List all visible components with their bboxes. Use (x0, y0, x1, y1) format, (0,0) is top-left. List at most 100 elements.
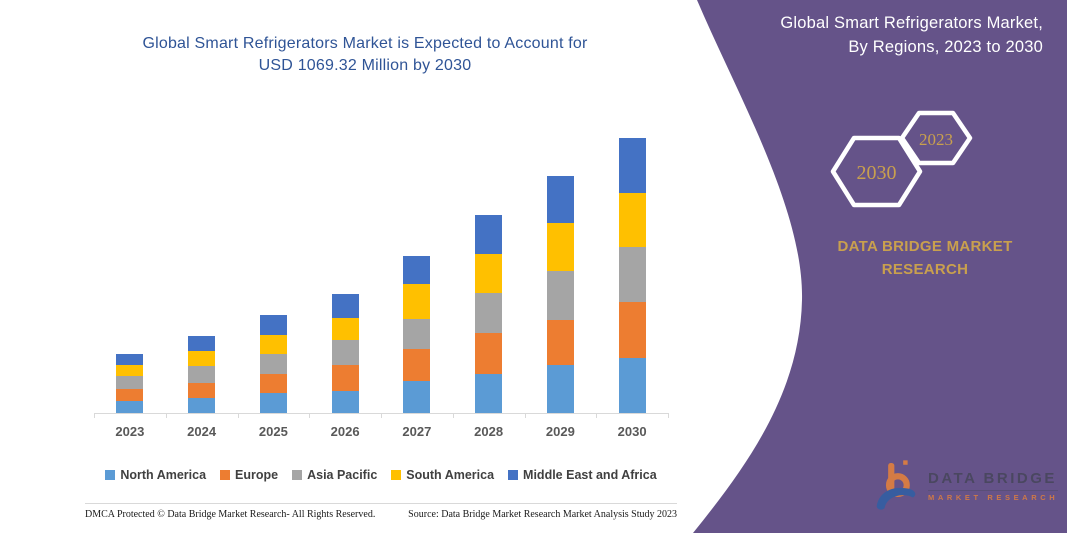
segment-asia-pacific-2023 (116, 376, 144, 390)
segment-asia-pacific-2025 (259, 353, 287, 375)
segment-south-america-2027 (403, 283, 431, 320)
x-axis-tick (524, 413, 526, 418)
x-axis-label-2028: 2028 (474, 424, 504, 439)
footer-source-text: Source: Data Bridge Market Research Mark… (408, 509, 677, 520)
x-axis-tick (94, 413, 95, 418)
bar-chart (94, 137, 668, 413)
segment-north-america-2026 (331, 391, 359, 413)
legend-item-south-america: South America (391, 468, 494, 482)
segment-europe-2024 (188, 382, 216, 398)
legend-label-europe: Europe (235, 468, 279, 482)
segment-south-america-2030 (618, 193, 646, 248)
segment-middle-east-and-africa-2028 (475, 215, 503, 255)
footer-dmca-text: DMCA Protected © Data Bridge Market Rese… (85, 509, 376, 520)
segment-europe-2028 (475, 333, 503, 375)
legend-swatch-europe (220, 470, 231, 480)
bar-slot-2024 (166, 137, 238, 413)
segment-asia-pacific-2028 (475, 293, 503, 334)
hexagon-year-badges: 2030 2023 (830, 110, 973, 208)
stacked-bar-2027 (403, 256, 431, 413)
stacked-bar-2024 (188, 336, 216, 413)
x-axis-label-2030: 2030 (617, 424, 647, 439)
bar-slot-2026 (309, 137, 381, 413)
dbmr-logo-icon (876, 460, 916, 510)
legend-label-south-america: South America (406, 468, 495, 482)
legend-label-middle-east-and-africa: Middle East and Africa (523, 468, 657, 482)
segment-south-america-2025 (259, 334, 287, 354)
x-axis-tick (237, 413, 239, 418)
x-axis-tick (309, 413, 311, 418)
segment-middle-east-and-africa-2024 (188, 336, 216, 352)
segment-europe-2026 (331, 364, 359, 392)
segment-south-america-2023 (116, 364, 144, 377)
segment-asia-pacific-2029 (546, 271, 574, 320)
chart-title-line2: USD 1069.32 Million by 2030 (258, 57, 472, 74)
stacked-bar-2023 (116, 354, 144, 413)
stacked-bar-2026 (331, 294, 359, 413)
x-axis-label-2026: 2026 (330, 424, 360, 439)
bar-slot-2029 (525, 137, 597, 413)
segment-north-america-2028 (475, 374, 503, 413)
segment-europe-2029 (546, 319, 574, 366)
bar-slot-2023 (94, 137, 166, 413)
segment-europe-2030 (618, 302, 646, 358)
segment-middle-east-and-africa-2027 (403, 256, 431, 284)
purple-panel-shape (693, 0, 1067, 533)
segment-europe-2025 (259, 374, 287, 394)
segment-north-america-2029 (546, 365, 574, 413)
segment-europe-2027 (403, 348, 431, 381)
x-axis-label-2025: 2025 (258, 424, 288, 439)
footer: DMCA Protected © Data Bridge Market Rese… (85, 503, 677, 520)
hexagon-2030-label: 2030 (857, 162, 897, 184)
segment-south-america-2029 (546, 223, 574, 272)
segment-middle-east-and-africa-2023 (116, 354, 144, 365)
segment-north-america-2023 (116, 401, 144, 413)
chart-legend: North America Europe Asia Pacific South Ame… (85, 468, 677, 482)
bar-slot-2030 (596, 137, 668, 413)
legend-label-asia-pacific: Asia Pacific (307, 468, 378, 482)
side-panel-heading-line2: By Regions, 2023 to 2030 (848, 38, 1043, 56)
segment-middle-east-and-africa-2026 (331, 294, 359, 319)
logo-name-text: DATA BRIDGE (928, 470, 1057, 487)
legend-item-north-america: North America (105, 468, 206, 482)
logo-subtitle-text: MARKET RESEARCH (928, 490, 1059, 502)
segment-asia-pacific-2030 (618, 247, 646, 303)
hexagon-2023-label: 2023 (919, 130, 953, 149)
segment-europe-2023 (116, 389, 144, 402)
x-axis-labels: 2023 2024 2025 2026 2027 2028 2029 2030 (94, 424, 668, 439)
x-axis-tick (596, 413, 598, 418)
segment-asia-pacific-2026 (331, 340, 359, 365)
segment-middle-east-and-africa-2030 (618, 138, 646, 194)
legend-swatch-south-america (391, 470, 402, 480)
segment-middle-east-and-africa-2025 (259, 315, 287, 335)
stacked-bar-2025 (259, 315, 287, 413)
brand-line1: DATA BRIDGE MARKET (837, 238, 1013, 255)
x-axis-tick (452, 413, 454, 418)
legend-swatch-asia-pacific (292, 470, 303, 480)
segment-north-america-2024 (188, 397, 216, 413)
segment-north-america-2025 (259, 393, 287, 413)
side-panel-brand: DATA BRIDGE MARKET RESEARCH (788, 235, 1062, 281)
bar-slot-2027 (381, 137, 453, 413)
segment-south-america-2026 (331, 318, 359, 341)
x-axis-label-2024: 2024 (187, 424, 217, 439)
segment-asia-pacific-2024 (188, 366, 216, 383)
legend-item-europe: Europe (220, 468, 278, 482)
bar-slot-2028 (453, 137, 525, 413)
x-axis-label-2023: 2023 (115, 424, 145, 439)
dbmr-logo: DATA BRIDGE MARKET RESEARCH (874, 459, 1059, 513)
legend-item-asia-pacific: Asia Pacific (292, 468, 377, 482)
segment-north-america-2027 (403, 381, 431, 413)
segment-middle-east-and-africa-2029 (546, 175, 574, 224)
legend-label-north-america: North America (120, 468, 207, 482)
legend-swatch-middle-east-and-africa (508, 470, 519, 480)
stacked-bar-2030 (618, 138, 646, 413)
segment-south-america-2024 (188, 351, 216, 367)
side-panel-heading-line1: Global Smart Refrigerators Market, (780, 14, 1043, 32)
legend-swatch-north-america (105, 470, 116, 480)
chart-title: Global Smart Refrigerators Market is Exp… (50, 33, 680, 77)
hexagon-2023 (899, 110, 973, 166)
stacked-bar-2028 (475, 215, 503, 413)
